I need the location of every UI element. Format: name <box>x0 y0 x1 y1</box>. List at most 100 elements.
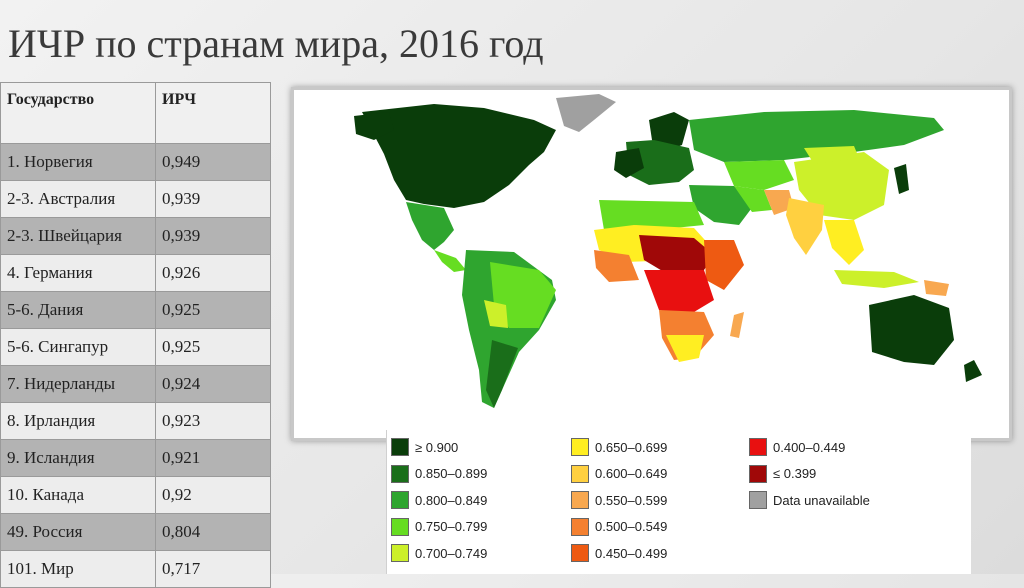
map-mongolia <box>804 146 859 164</box>
legend-swatch <box>749 464 767 483</box>
country-cell: 5-6. Дания <box>0 291 156 329</box>
map-europe <box>626 140 694 185</box>
legend-label: Data unavailable <box>773 492 870 508</box>
legend-item: 0.800–0.849 <box>391 491 487 509</box>
map-china <box>794 152 889 220</box>
header-hdi: ИРЧ <box>155 82 271 144</box>
map-central-america <box>434 250 466 272</box>
map-central-africa-low <box>639 235 714 272</box>
legend-swatch <box>571 464 589 483</box>
table-row: 101. Мир 0,717 <box>0 550 271 588</box>
legend-item: 0.850–0.899 <box>391 464 487 483</box>
map-north-africa <box>599 200 704 230</box>
table-row: 49. Россия 0,804 <box>0 513 271 551</box>
legend-label: ≥ 0.900 <box>415 439 459 455</box>
legend-label: 0.550–0.599 <box>595 492 668 508</box>
table-row: 8. Ирландия 0,923 <box>0 402 271 440</box>
world-map <box>291 87 1012 441</box>
legend-item: ≤ 0.399 <box>749 464 817 483</box>
country-cell: 5-6. Сингапур <box>0 328 156 366</box>
map-australia <box>869 295 954 365</box>
legend-swatch <box>391 491 409 509</box>
table-row: 5-6. Сингапур 0,925 <box>0 328 271 366</box>
map-legend: ≥ 0.900 0.850–0.899 0.800–0.849 0.750–0.799… <box>386 430 971 574</box>
hdi-value-cell: 0,926 <box>155 254 271 292</box>
map-new-zealand <box>964 360 982 382</box>
legend-swatch <box>749 491 767 509</box>
legend-item: ≥ 0.900 <box>391 438 458 456</box>
hdi-value-cell: 0,924 <box>155 365 271 403</box>
country-cell: 101. Мир <box>0 550 156 588</box>
map-north-america <box>362 104 556 208</box>
legend-item: 0.550–0.599 <box>571 491 667 509</box>
legend-item: 0.600–0.649 <box>571 464 668 483</box>
header-country: Государство <box>0 82 156 144</box>
country-cell: 10. Канада <box>0 476 156 514</box>
legend-item: 0.750–0.799 <box>391 517 488 536</box>
legend-label: 0.500–0.549 <box>595 519 668 534</box>
country-cell: 49. Россия <box>0 513 156 551</box>
map-argentina <box>486 340 518 408</box>
hdi-value-cell: 0,925 <box>155 328 271 366</box>
hdi-value-cell: 0,949 <box>155 143 271 181</box>
country-cell: 8. Ирландия <box>0 402 156 440</box>
legend-label: 0.750–0.799 <box>415 519 488 534</box>
map-indonesia <box>834 270 919 288</box>
page-title: ИЧР по странам мира, 2016 год <box>8 21 544 66</box>
legend-label: 0.400–0.449 <box>773 439 846 455</box>
hdi-value-cell: 0,921 <box>155 439 271 477</box>
hdi-value-cell: 0,804 <box>155 513 271 551</box>
map-pakistan-afghan <box>764 190 794 215</box>
map-png <box>924 280 949 296</box>
table-row: 5-6. Дания 0,925 <box>0 291 271 329</box>
legend-swatch <box>391 464 409 483</box>
legend-swatch <box>571 544 589 562</box>
country-cell: 2-3. Австралия <box>0 180 156 218</box>
table-row: 7. Нидерланды 0,924 <box>0 365 271 403</box>
country-cell: 7. Нидерланды <box>0 365 156 403</box>
legend-label: 0.700–0.749 <box>415 545 488 561</box>
map-west-africa <box>594 250 639 282</box>
legend-item: 0.450–0.499 <box>571 544 667 562</box>
table-row: 2-3. Австралия 0,939 <box>0 180 271 218</box>
table-row: 9. Исландия 0,921 <box>0 439 271 477</box>
map-western-europe <box>614 148 644 178</box>
legend-label: 0.450–0.499 <box>595 545 668 561</box>
legend-swatch <box>571 491 589 509</box>
legend-swatch <box>749 438 767 456</box>
table-row: 1. Норвегия 0,949 <box>0 143 271 181</box>
legend-item: 0.500–0.549 <box>571 517 668 536</box>
map-south-africa <box>666 335 704 362</box>
country-cell: 2-3. Швейцария <box>0 217 156 255</box>
country-cell: 9. Исландия <box>0 439 156 477</box>
hdi-value-cell: 0,717 <box>155 550 271 588</box>
hdi-value-cell: 0,925 <box>155 291 271 329</box>
map-greenland <box>556 94 616 132</box>
legend-item: 0.700–0.749 <box>391 544 487 562</box>
map-central-asia <box>724 160 794 190</box>
legend-label: 0.650–0.699 <box>595 439 668 455</box>
table-header-row: Государство ИРЧ <box>0 82 271 144</box>
legend-swatch <box>391 438 409 456</box>
table-row: 10. Канада 0,92 <box>0 476 271 514</box>
table-row: 2-3. Швейцария 0,939 <box>0 217 271 255</box>
legend-label: 0.600–0.649 <box>595 466 668 481</box>
table-row: 4. Германия 0,926 <box>0 254 271 292</box>
country-cell: 4. Германия <box>0 254 156 292</box>
map-mexico <box>406 202 454 250</box>
map-iran <box>734 186 772 212</box>
legend-label: ≤ 0.399 <box>773 466 817 481</box>
hdi-value-cell: 0,923 <box>155 402 271 440</box>
legend-label: 0.800–0.849 <box>415 492 488 508</box>
map-madagascar <box>730 312 744 338</box>
hdi-value-cell: 0,939 <box>155 217 271 255</box>
legend-swatch <box>391 544 409 562</box>
legend-swatch <box>571 517 589 536</box>
map-japan <box>894 164 909 194</box>
map-alaska <box>354 112 394 140</box>
legend-item: Data unavailable <box>749 491 870 509</box>
hdi-value-cell: 0,939 <box>155 180 271 218</box>
legend-item: 0.400–0.449 <box>749 438 845 456</box>
hdi-table: Государство ИРЧ 1. Норвегия 0,949 2-3. Авс… <box>0 82 271 588</box>
map-india <box>786 198 824 255</box>
